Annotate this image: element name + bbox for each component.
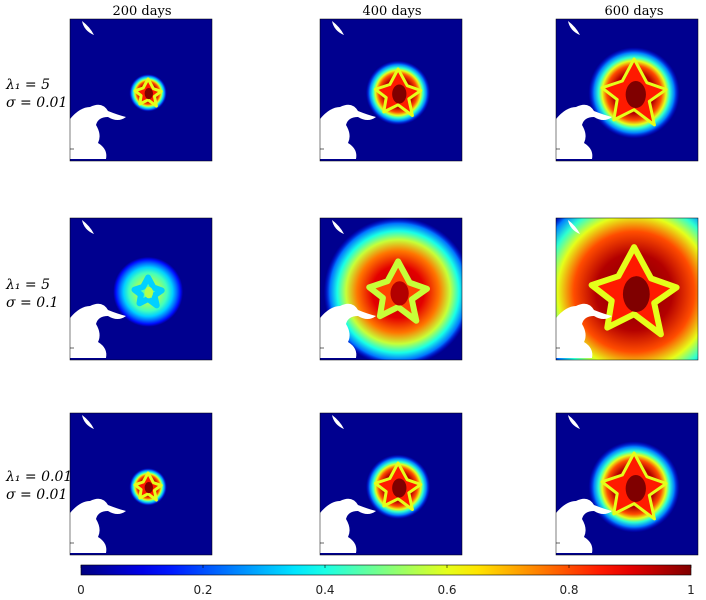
panel-grid <box>69 18 699 556</box>
obstacle-top <box>82 21 94 35</box>
density-panel <box>555 217 699 361</box>
obstacle-left <box>70 303 126 358</box>
panel-frame <box>555 18 699 162</box>
density-panel <box>69 412 213 556</box>
density-panel <box>555 18 699 162</box>
obstacle-left <box>556 104 612 159</box>
obstacle-top <box>332 21 344 35</box>
colorbar-tick-label: 0.8 <box>559 583 578 597</box>
panel-frame <box>319 217 463 361</box>
obstacle-left <box>320 104 376 159</box>
row-label-2: λ₁ = 5 σ = 0.1 <box>5 277 58 311</box>
row-1-sigma: σ = 0.01 <box>6 95 67 111</box>
col-title-600: 600 days <box>604 4 663 19</box>
obstacle-top <box>332 415 344 429</box>
obstacle-left <box>70 498 126 553</box>
density-peak <box>144 481 153 494</box>
density-peak <box>390 281 409 306</box>
panel-frame <box>69 412 213 556</box>
density-peak <box>622 276 650 312</box>
obstacle-left <box>556 498 612 553</box>
obstacle-left <box>320 498 376 553</box>
colorbar: 0 0.2 0.4 0.6 0.8 1 <box>77 564 695 597</box>
obstacle-left <box>556 303 612 358</box>
density-peak <box>392 84 407 104</box>
col-title-200: 200 days <box>112 4 171 19</box>
row-3-lambda: λ₁ = 0.01 <box>5 469 72 485</box>
colorbar-gradient <box>80 564 692 576</box>
colorbar-tick-label: 1 <box>687 583 695 597</box>
col-title-400: 400 days <box>362 4 421 19</box>
density-peak <box>625 475 646 503</box>
panel-frame <box>69 217 213 361</box>
density-panel <box>69 217 213 361</box>
row-label-3: λ₁ = 0.01 σ = 0.01 <box>5 469 72 503</box>
row-3-sigma: σ = 0.01 <box>6 487 67 503</box>
density-panel <box>319 217 463 361</box>
density-peak <box>392 478 407 498</box>
obstacle-top <box>568 21 580 35</box>
row-2-lambda: λ₁ = 5 <box>5 277 50 293</box>
density-peak <box>625 81 646 109</box>
colorbar-tick-label: 0.6 <box>437 583 456 597</box>
density-panel <box>69 18 213 162</box>
colorbar-tick-label: 0 <box>77 583 85 597</box>
density-panel <box>319 18 463 162</box>
panel-frame <box>319 18 463 162</box>
density-panel <box>319 412 463 556</box>
obstacle-top <box>82 415 94 429</box>
row-label-1: λ₁ = 5 σ = 0.01 <box>5 77 67 111</box>
density-peak <box>144 286 154 299</box>
density-peak <box>144 87 153 100</box>
obstacle-top <box>568 220 580 234</box>
obstacle-top <box>82 220 94 234</box>
panel-frame <box>69 18 213 162</box>
density-panel <box>555 412 699 556</box>
panel-frame <box>319 412 463 556</box>
panel-frame <box>555 217 699 361</box>
obstacle-top <box>332 220 344 234</box>
obstacle-left <box>70 104 126 159</box>
obstacle-top <box>568 415 580 429</box>
row-2-sigma: σ = 0.1 <box>6 295 58 311</box>
colorbar-tick-label: 0.4 <box>315 583 334 597</box>
colorbar-ticks: 0 0.2 0.4 0.6 0.8 1 <box>77 565 695 597</box>
colorbar-tick-label: 0.2 <box>193 583 212 597</box>
row-1-lambda: λ₁ = 5 <box>5 77 50 93</box>
panel-frame <box>555 412 699 556</box>
obstacle-left <box>320 303 376 358</box>
